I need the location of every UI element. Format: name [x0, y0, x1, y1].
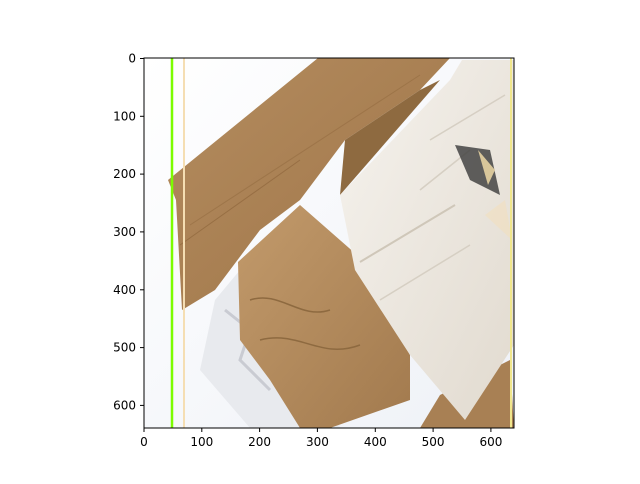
- y-tick-label: 200: [113, 167, 136, 181]
- x-tick-label: 200: [248, 435, 271, 449]
- x-tick-label: 300: [306, 435, 329, 449]
- cardboard-edge: [340, 80, 440, 195]
- x-tick-label: 0: [140, 435, 148, 449]
- x-tick-label: 600: [479, 435, 502, 449]
- y-tick-label: 500: [113, 341, 136, 355]
- x-axis: 0 100 200 300 400 500 600: [140, 428, 502, 449]
- x-tick-label: 100: [190, 435, 213, 449]
- x-tick-label: 400: [364, 435, 387, 449]
- y-tick-label: 600: [113, 398, 136, 412]
- x-tick-label: 500: [422, 435, 445, 449]
- axes-frame: [143, 57, 515, 429]
- photo: [144, 58, 514, 428]
- cardboard-top-flap: [168, 58, 450, 310]
- y-tick-label: 0: [128, 52, 136, 66]
- y-axis: 0 100 200 300 400 500 600: [113, 52, 144, 412]
- y-tick-label: 300: [113, 225, 136, 239]
- cardboard-lower: [238, 205, 410, 428]
- y-tick-label: 100: [113, 109, 136, 123]
- y-tick-label: 400: [113, 283, 136, 297]
